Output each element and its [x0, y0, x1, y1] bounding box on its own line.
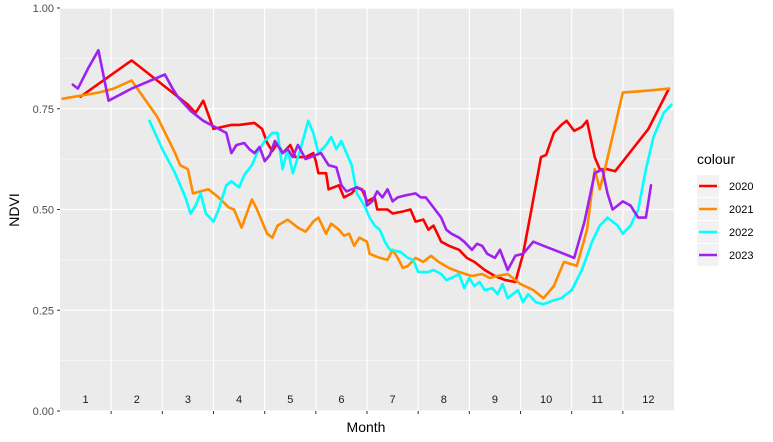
x-axis-title: Month — [347, 419, 386, 435]
legend-item-2022: 2022 — [697, 221, 753, 243]
legend-item-2023: 2023 — [697, 244, 753, 266]
y-tick-label: 0.25 — [33, 305, 54, 317]
legend-title: colour — [697, 151, 735, 167]
x-tick-label: 1 — [83, 394, 89, 406]
x-tick-label: 2 — [134, 394, 140, 406]
x-axis: 1 2 3 4 5 6 7 8 9 10 11 12 — [83, 394, 655, 414]
y-tick-label: 0.75 — [33, 104, 54, 116]
legend-label: 2022 — [729, 227, 753, 239]
legend-item-2020: 2020 — [697, 175, 753, 197]
legend-label: 2021 — [729, 204, 753, 216]
x-tick-label: 6 — [338, 394, 344, 406]
y-tick-label: 0.00 — [33, 406, 54, 418]
series-layer — [61, 49, 673, 306]
legend-item-2021: 2021 — [697, 198, 753, 220]
series-line-2020 — [79, 59, 671, 284]
series-line-2022 — [148, 103, 673, 306]
x-tick-label: 4 — [236, 394, 242, 406]
legend-label: 2023 — [729, 250, 753, 262]
legend: colour 2020 2021 2022 2023 — [697, 151, 753, 266]
x-tick-label: 5 — [287, 394, 293, 406]
x-tick-label: 7 — [390, 394, 396, 406]
x-tick-label: 12 — [642, 394, 654, 406]
legend-label: 2020 — [729, 181, 753, 193]
x-tick-label: 3 — [185, 394, 191, 406]
y-tick-label: 1.00 — [33, 3, 54, 15]
x-tick-label: 10 — [540, 394, 552, 406]
y-tick-label: 0.50 — [33, 205, 54, 217]
series-line-2023 — [71, 49, 653, 272]
x-tick-label: 9 — [492, 394, 498, 406]
x-tick-label: 11 — [592, 394, 603, 406]
y-axis-title: NDVI — [6, 193, 22, 226]
x-tick-label: 8 — [441, 394, 447, 406]
y-axis: 0.00 0.25 0.50 0.75 1.00 — [33, 3, 60, 418]
